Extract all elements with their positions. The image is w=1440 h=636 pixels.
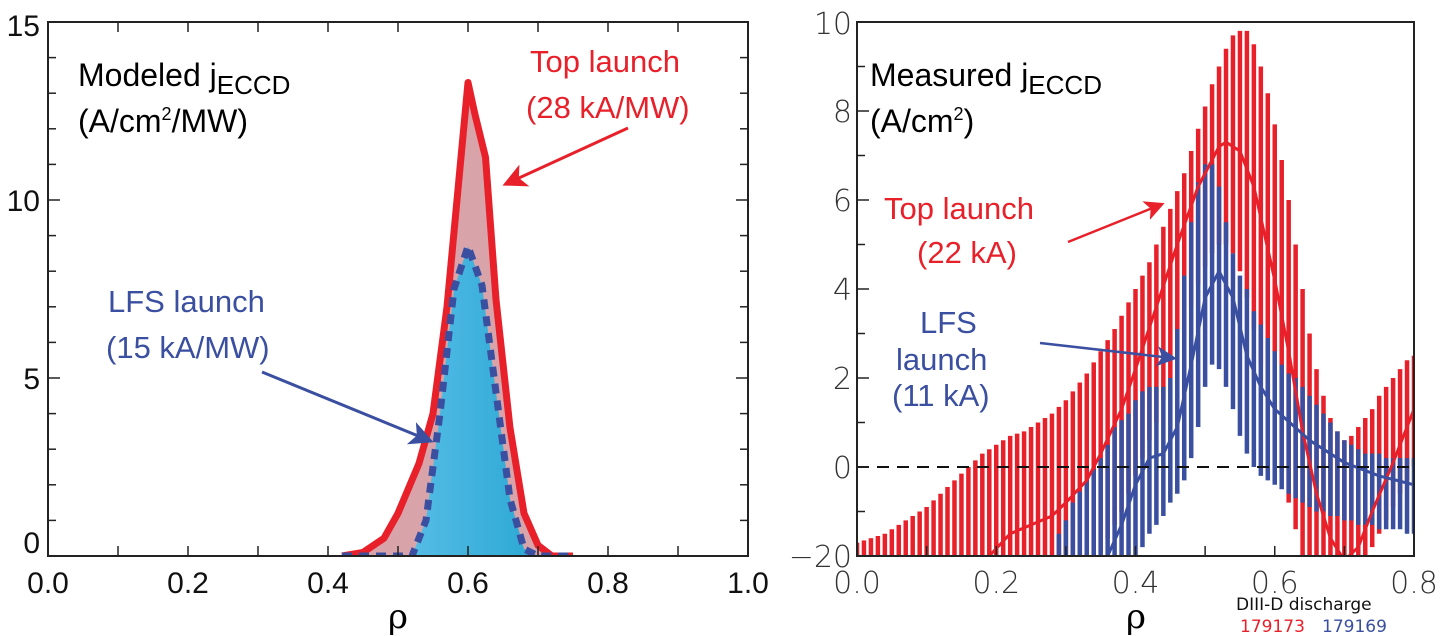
x-tick-label: 0.8	[587, 567, 629, 600]
y-tick-label: 8	[833, 95, 852, 130]
lfs-launch-current: (15 kA/MW)	[106, 330, 270, 365]
lfs-label: LFS	[920, 305, 977, 340]
lfs-launch-word: launch	[896, 342, 987, 377]
chart-title: Modeled jECCD	[78, 57, 290, 100]
top-launch-label: Top launch	[530, 44, 680, 79]
lfs-launch-current: (11 kA)	[892, 378, 990, 413]
x-axis-label: ρ	[388, 597, 408, 636]
y-tick-label: 5	[23, 363, 40, 396]
x-axis-label: ρ	[1126, 597, 1146, 636]
x-tick-label: 0.4	[307, 567, 349, 600]
y-tick-label: 10	[814, 7, 852, 42]
x-tick-label: 0.0	[27, 567, 69, 600]
y-tick-label: 2	[833, 362, 852, 397]
shot-top-launch: 179173	[1240, 617, 1305, 636]
top-launch-arrow	[502, 126, 629, 187]
chart-title: Measured jECCD	[870, 57, 1102, 100]
y-tick-label: 4	[833, 273, 852, 308]
x-tick-label: 1.0	[727, 567, 769, 600]
top-launch-label: Top launch	[884, 191, 1034, 226]
y-tick-label: 0	[23, 527, 40, 560]
lfs-launch-arrow	[1039, 341, 1177, 367]
x-tick-label: 0.6	[447, 567, 489, 600]
top-launch-arrow	[1067, 201, 1165, 244]
x-tick-label: 0.2	[972, 566, 1020, 601]
lfs-launch-fill	[342, 246, 573, 556]
units-label: (A/cm2/MW)	[78, 103, 248, 139]
modeled-chart: 0.0 0.2 0.4 0.6 0.8 1.0 0 5 10 15 Modeled jECCD (…	[7, 10, 769, 636]
x-tick-label: 0.2	[167, 567, 209, 600]
y-tick-label: 15	[7, 10, 40, 43]
top-launch-line	[341, 79, 573, 556]
x-tick-label: 0.6	[1251, 566, 1299, 601]
y-tick-label: 6	[833, 184, 852, 219]
lfs-launch-arrow	[261, 370, 434, 445]
top-launch-fit-line	[988, 140, 1414, 556]
y-tick-label: 0	[833, 451, 852, 486]
y-tick-label: 10	[7, 185, 40, 218]
measured-chart: 0.0 0.2 0.4 0.6 0.8 −20 0 2 4 6 8 10 Measured jECCD…	[789, 7, 1438, 636]
x-tick-label: 0.8	[1390, 566, 1438, 601]
shot-lfs-launch: 179169	[1322, 617, 1387, 636]
top-launch-current: (28 kA/MW)	[526, 90, 690, 125]
discharge-note: DIII-D discharge	[1236, 595, 1372, 615]
top-launch-current: (22 kA)	[917, 235, 1017, 270]
x-tick-label: 0.0	[833, 566, 881, 601]
y-tick-label: −20	[789, 540, 852, 575]
x-tick-label: 0.4	[1112, 566, 1160, 601]
lfs-launch-label: LFS launch	[108, 284, 265, 319]
units-label: (A/cm2)	[870, 103, 974, 139]
